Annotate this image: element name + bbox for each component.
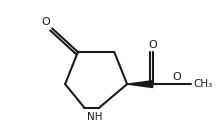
Text: NH: NH xyxy=(87,112,103,122)
Text: CH₃: CH₃ xyxy=(193,79,212,89)
Polygon shape xyxy=(127,81,153,88)
Text: O: O xyxy=(172,72,181,82)
Text: O: O xyxy=(41,17,50,27)
Text: O: O xyxy=(148,40,157,50)
